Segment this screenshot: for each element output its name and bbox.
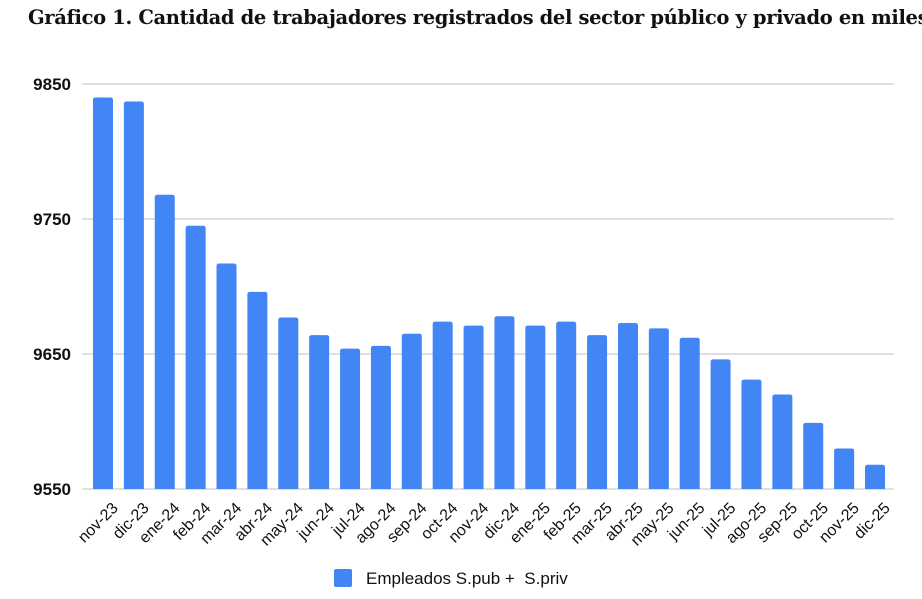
- bar: [432, 321, 453, 489]
- bar: [556, 321, 577, 489]
- bar-nov-24: [463, 325, 484, 489]
- bar: [617, 322, 638, 489]
- legend-swatch: [334, 569, 352, 587]
- bars: [93, 97, 885, 490]
- bar: [587, 335, 608, 489]
- bar: [154, 194, 175, 489]
- bar-abr-24: [247, 291, 268, 489]
- bar: [679, 337, 700, 489]
- bar-ene-24: [154, 194, 175, 489]
- bar-jun-24: [309, 335, 330, 489]
- bar: [525, 325, 546, 489]
- bar: [772, 394, 793, 489]
- bar: [401, 333, 422, 489]
- bar: [247, 291, 268, 489]
- bar: [803, 422, 824, 489]
- x-axis-ticks: nov-23dic-23ene-24feb-24mar-24abr-24may-…: [75, 500, 894, 550]
- bar-may-24: [278, 317, 299, 489]
- bar-dic-24: [494, 316, 515, 489]
- x-tick-label: nov-23: [75, 500, 122, 547]
- bar-may-25: [648, 328, 669, 489]
- bar-dic-23: [123, 101, 144, 490]
- y-tick-label: 9650: [33, 345, 71, 364]
- bar-ene-25: [525, 325, 546, 489]
- bar-abr-25: [617, 322, 638, 489]
- bar-dic-25: [865, 464, 885, 489]
- bar-ago-24: [370, 345, 391, 489]
- bar-sep-24: [401, 333, 422, 489]
- bar-oct-25: [803, 422, 824, 489]
- y-axis-ticks: 9550 9650 9750 9850: [33, 75, 71, 499]
- bar: [463, 325, 484, 489]
- chart-title: Gráfico 1. Cantidad de trabajadores regi…: [28, 6, 922, 29]
- bar: [309, 335, 330, 489]
- bar: [93, 97, 113, 489]
- bar: [185, 225, 206, 489]
- bar: [865, 464, 885, 489]
- bar: [278, 317, 299, 489]
- bar-jun-25: [679, 337, 700, 489]
- bar: [494, 316, 515, 489]
- bar: [123, 101, 144, 490]
- bar: [834, 448, 855, 489]
- bar-feb-24: [185, 225, 206, 489]
- x-tick-label: dic-25: [851, 500, 894, 543]
- bar-nov-25: [834, 448, 855, 489]
- bar-sep-25: [772, 394, 793, 489]
- bar-oct-24: [432, 321, 453, 489]
- legend: Empleados S.pub + S.priv: [334, 569, 568, 588]
- y-tick-label: 9550: [33, 480, 71, 499]
- bar: [710, 359, 731, 489]
- bar: [648, 328, 669, 489]
- bar-mar-24: [216, 263, 237, 489]
- bar-feb-25: [556, 321, 577, 489]
- y-tick-label: 9750: [33, 210, 71, 229]
- y-tick-label: 9850: [33, 75, 71, 94]
- bar-nov-23: [93, 97, 113, 489]
- legend-label: Empleados S.pub + S.priv: [366, 569, 568, 588]
- bar: [370, 345, 391, 489]
- bar: [216, 263, 237, 489]
- bar-mar-25: [587, 335, 608, 489]
- bar-jul-25: [710, 359, 731, 489]
- bar-ago-25: [741, 379, 762, 489]
- bar-jul-24: [340, 348, 361, 489]
- bar: [340, 348, 361, 489]
- bar: [741, 379, 762, 489]
